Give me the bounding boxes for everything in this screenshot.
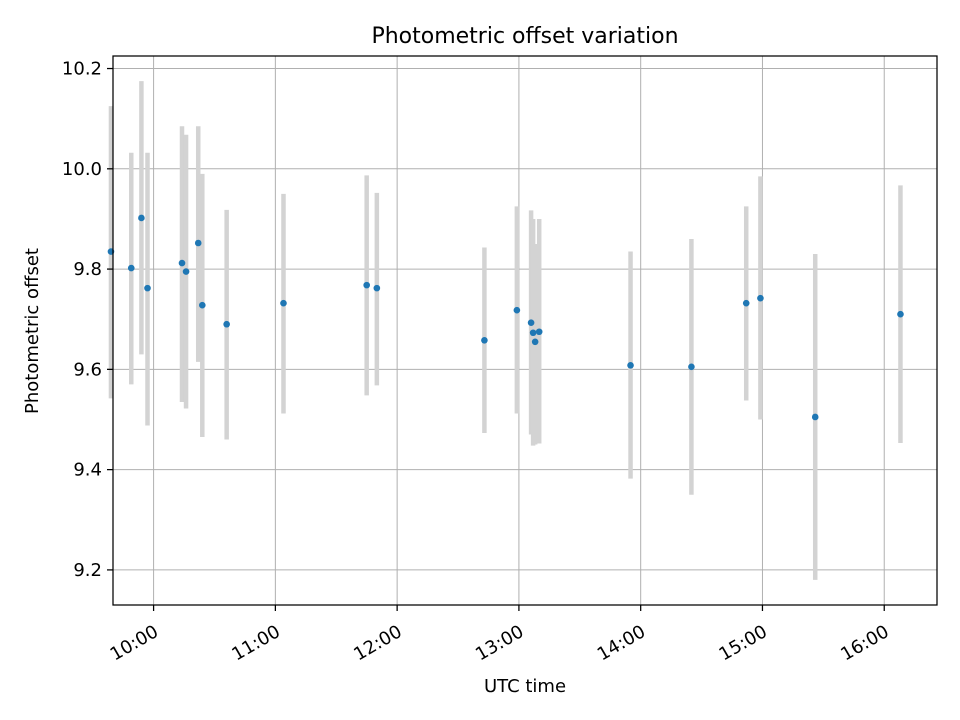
y-tick-label: 10.2 (62, 59, 102, 80)
data-point (742, 299, 750, 307)
x-axis-label: UTC time (484, 676, 566, 697)
y-tick-label: 9.6 (73, 359, 102, 380)
data-point (144, 284, 151, 292)
y-tick-label: 9.4 (73, 460, 102, 481)
data-point (688, 363, 695, 371)
data-point (280, 299, 287, 307)
data-point (194, 239, 202, 247)
data-point (529, 329, 537, 337)
data-point (178, 259, 186, 267)
grid (113, 56, 937, 605)
data-point (138, 214, 145, 222)
data-point (535, 328, 543, 336)
plot-frame (112, 55, 938, 606)
data-point (527, 319, 535, 327)
data-point (182, 268, 190, 275)
data-point (513, 306, 521, 314)
y-tick-label: 9.2 (73, 560, 102, 581)
data-point (481, 336, 488, 344)
data-point (199, 301, 206, 309)
y-tick-label: 9.8 (73, 259, 102, 280)
data-point (627, 362, 634, 369)
data-point (223, 320, 230, 328)
data-point (757, 294, 764, 302)
y-axis-label: Photometric offset (22, 248, 43, 414)
y-tick-label: 10.0 (62, 159, 102, 180)
y-axis-ticks: 9.2 9.4 9.6 9.8 10.0 10.2 (62, 59, 113, 581)
data-point (897, 310, 904, 318)
data-point (373, 284, 381, 292)
chart-title: Photometric offset variation (371, 24, 678, 49)
data-point (811, 413, 819, 421)
data-point (363, 281, 370, 289)
data-point (127, 264, 135, 272)
data-point (531, 338, 539, 346)
